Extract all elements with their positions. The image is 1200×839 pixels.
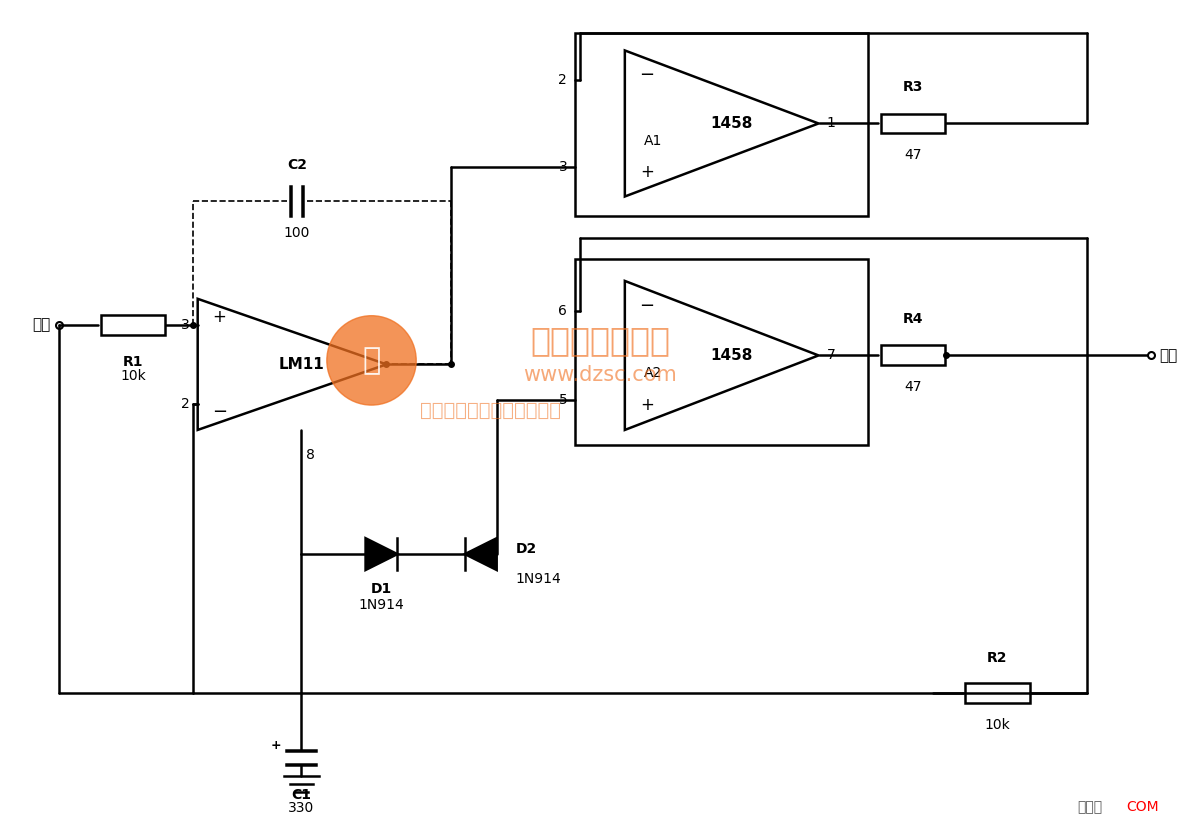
- Text: 输入: 输入: [32, 317, 50, 332]
- Text: 100: 100: [284, 227, 311, 240]
- Text: +: +: [640, 396, 654, 414]
- Text: 3: 3: [181, 318, 190, 332]
- Text: 1458: 1458: [710, 348, 752, 363]
- Text: A2: A2: [643, 367, 661, 380]
- Bar: [881, 346, 946, 365]
- Bar: [965, 683, 1030, 703]
- Text: 杭州精鉴大科采购联盟公司: 杭州精鉴大科采购联盟公司: [420, 400, 562, 420]
- Text: 10k: 10k: [120, 368, 146, 383]
- Bar: [101, 315, 166, 335]
- Text: +: +: [640, 164, 654, 181]
- Text: R2: R2: [988, 651, 1008, 665]
- Text: C2: C2: [287, 158, 307, 172]
- Text: +: +: [271, 739, 282, 753]
- Text: 330: 330: [288, 801, 314, 816]
- Text: −: −: [640, 65, 654, 84]
- Text: 5: 5: [558, 393, 568, 407]
- Text: 2: 2: [558, 73, 568, 86]
- Bar: [881, 113, 946, 133]
- Text: 接线图: 接线图: [1076, 800, 1102, 815]
- Text: 1: 1: [827, 117, 835, 131]
- Text: −: −: [212, 403, 227, 420]
- Text: D1: D1: [371, 582, 392, 596]
- Text: A1: A1: [643, 134, 662, 149]
- Bar: [575, 259, 869, 445]
- Text: R3: R3: [902, 80, 923, 94]
- Text: 1N914: 1N914: [359, 598, 404, 612]
- Text: 47: 47: [904, 149, 922, 162]
- Circle shape: [326, 315, 416, 405]
- Text: 1458: 1458: [710, 116, 752, 131]
- Text: −: −: [640, 297, 654, 315]
- Bar: [575, 33, 869, 216]
- Text: 3: 3: [558, 160, 568, 175]
- Text: 2: 2: [181, 397, 190, 411]
- Text: R4: R4: [902, 311, 923, 326]
- Text: 输出: 输出: [1159, 348, 1177, 363]
- Text: LM11: LM11: [278, 357, 324, 372]
- Text: 7: 7: [827, 348, 835, 362]
- Text: 维库电子市场网: 维库电子市场网: [530, 324, 670, 357]
- Text: 10k: 10k: [984, 718, 1010, 732]
- Text: 维: 维: [362, 346, 380, 375]
- Text: www.dzsc.com: www.dzsc.com: [523, 365, 677, 385]
- Text: R1: R1: [122, 355, 143, 369]
- Text: 6: 6: [558, 304, 568, 318]
- Text: D2: D2: [516, 542, 536, 556]
- Text: COM: COM: [1127, 800, 1159, 815]
- Text: +: +: [212, 308, 227, 326]
- Text: 1N914: 1N914: [516, 572, 562, 586]
- Polygon shape: [366, 538, 397, 570]
- Text: 8: 8: [306, 448, 316, 461]
- Text: C1: C1: [292, 788, 312, 801]
- Polygon shape: [464, 538, 497, 570]
- Text: 47: 47: [904, 380, 922, 394]
